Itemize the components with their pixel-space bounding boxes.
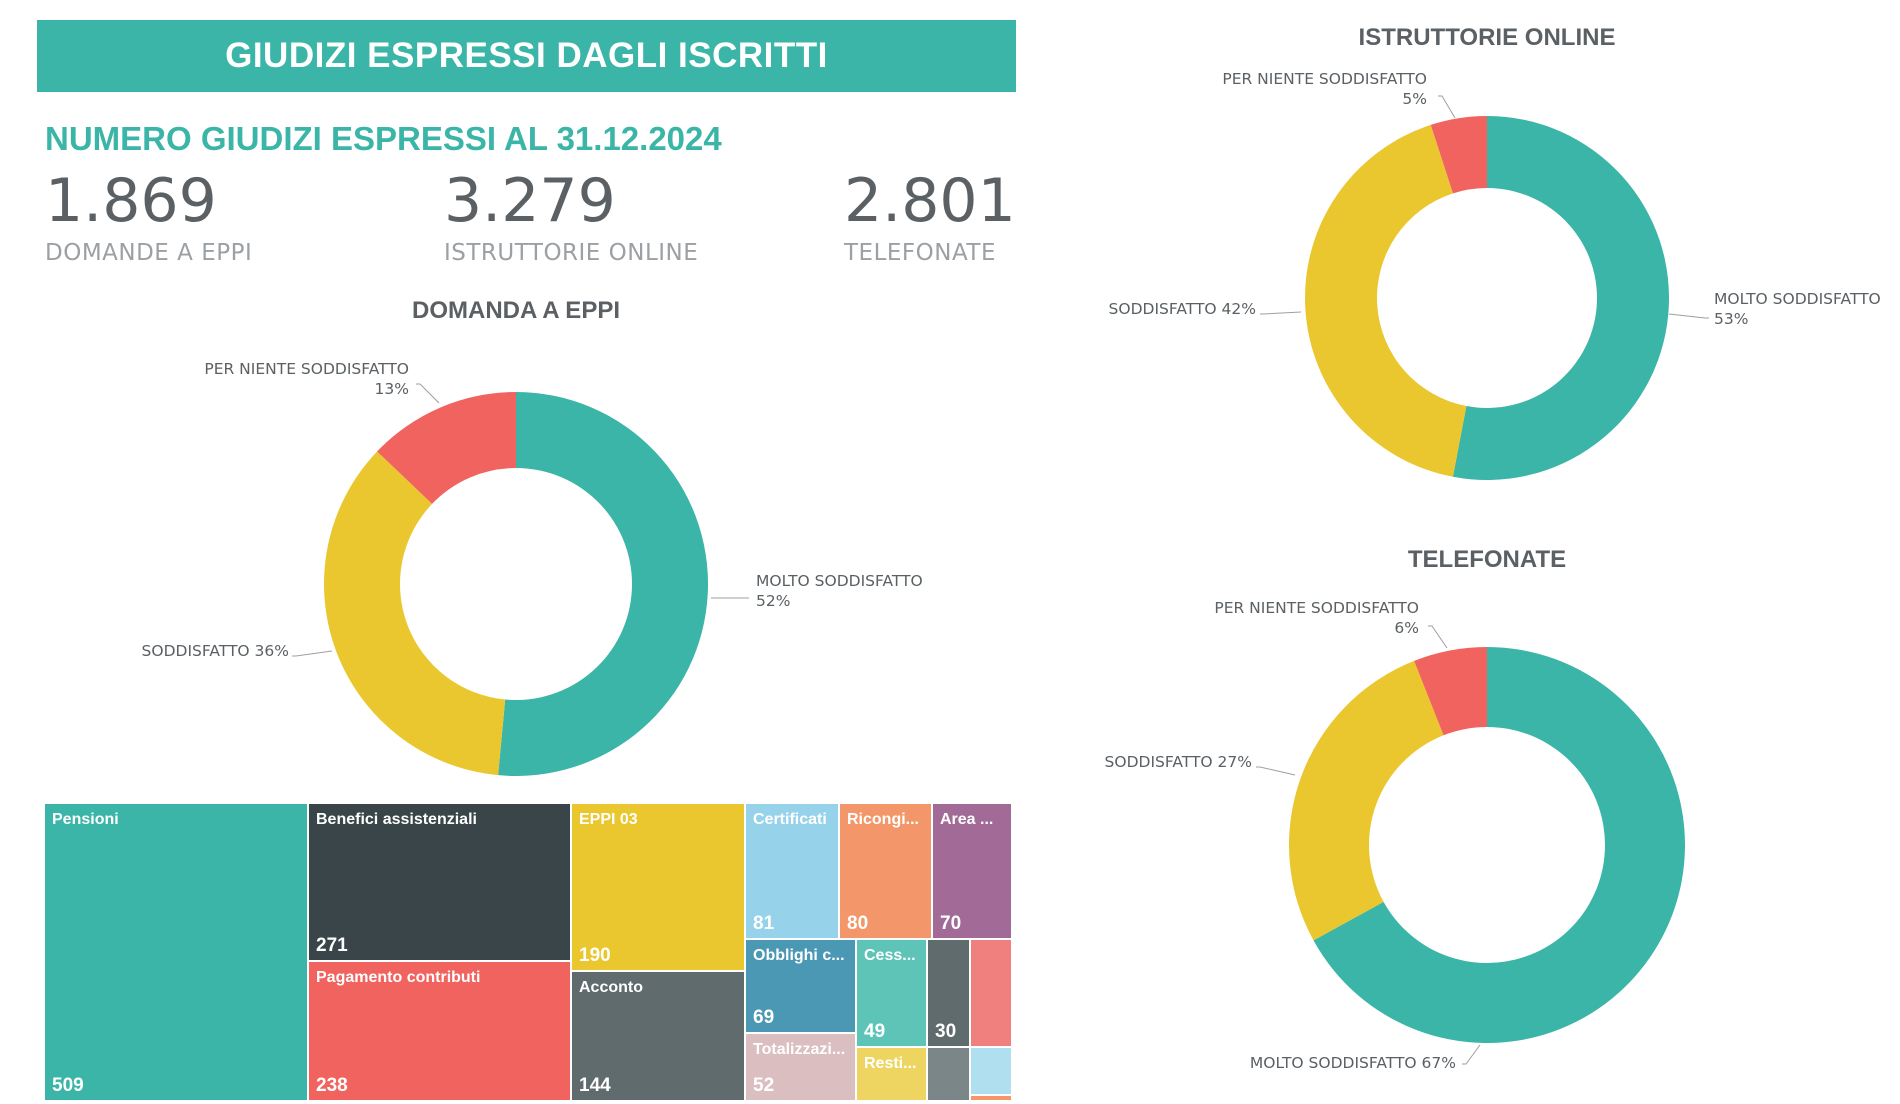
treemap-cell-value: 49 <box>864 1021 886 1042</box>
treemap-cell[interactable]: Pagamento contributi 238 <box>309 962 570 1100</box>
donut-slice-per-niente-soddisfatto[interactable] <box>1414 647 1487 736</box>
treemap-cell-label: Resti... <box>864 1055 917 1072</box>
chart-title-telefonate: TELEFONATE <box>1407 546 1567 573</box>
treemap-cell[interactable] <box>971 1096 1011 1100</box>
data-label-leader-line <box>416 383 440 404</box>
donut-slice-per-niente-soddisfatto[interactable] <box>377 392 516 504</box>
treemap-cell-label: Ricongi... <box>847 811 919 828</box>
treemap-cell-value: 271 <box>316 935 348 956</box>
treemap-cell-value: 70 <box>940 913 962 934</box>
treemap-cell-label: Pensioni <box>52 811 119 828</box>
judgments-count-heading: NUMERO GIUDIZI ESPRESSI AL 31.12.2024 <box>45 120 722 157</box>
donut-slice-soddisfatto[interactable] <box>1289 660 1444 941</box>
donut-data-label: PER NIENTE SODDISFATTO 13% <box>204 360 409 398</box>
data-label-leader-line <box>1428 625 1448 649</box>
kpi-value: 1.869 <box>45 166 217 236</box>
donut-slice-molto-soddisfatto[interactable] <box>1452 116 1669 480</box>
kpi-label: TELEFONATE <box>844 240 996 266</box>
treemap-cell-label: Obblighi c... <box>753 947 845 964</box>
kpi-label: DOMANDE A EPPI <box>45 240 253 266</box>
treemap-cell[interactable]: Area ... 70 <box>933 804 1011 938</box>
donut-data-label: PER NIENTE SODDISFATTO 5% <box>1222 70 1427 108</box>
donut-data-label: PER NIENTE SODDISFATTO 6% <box>1214 599 1419 637</box>
donut-slice-molto-soddisfatto[interactable] <box>1313 647 1686 1044</box>
treemap-cell-label: Totalizzazi... <box>753 1041 846 1058</box>
treemap-cell-label: Area ... <box>940 811 994 828</box>
donut-data-label: MOLTO SODDISFATTO 52% <box>756 572 923 610</box>
treemap-cell-value: 69 <box>753 1007 775 1028</box>
treemap-cell-label: Certificati <box>753 811 827 828</box>
data-label-leader-line <box>1260 311 1302 315</box>
dashboard-banner-title: GIUDIZI ESPRESSI DAGLI ISCRITTI <box>37 20 1016 92</box>
data-label-leader-line <box>1438 95 1456 119</box>
treemap-cell-label: Pagamento contributi <box>316 969 481 986</box>
treemap-cell[interactable]: Cess... 49 <box>857 940 926 1046</box>
donut-slice-soddisfatto[interactable] <box>324 451 506 776</box>
treemap-cell[interactable] <box>928 1048 969 1100</box>
treemap-cell-label: Acconto <box>579 979 643 996</box>
kpi-value: 2.801 <box>844 166 1016 236</box>
data-label-leader-line <box>1462 1044 1481 1065</box>
treemap-cell-value: 144 <box>579 1075 611 1096</box>
kpi-telefonate: 2.801 TELEFONATE <box>844 165 1016 267</box>
treemap-cell-label: EPPI 03 <box>579 811 638 828</box>
treemap-cell[interactable]: EPPI 03 190 <box>572 804 744 970</box>
treemap-cell[interactable]: Resti... <box>857 1048 926 1100</box>
treemap-cell-value: 238 <box>316 1075 348 1096</box>
donut-slice-molto-soddisfatto[interactable] <box>498 392 708 776</box>
donut-data-label: SODDISFATTO 42% <box>1109 300 1256 318</box>
treemap-chart: Pensioni 509 Benefici assistenziali 271 Paga… <box>45 804 1011 1100</box>
treemap-cell-value: 81 <box>753 913 775 934</box>
donut-data-label: SODDISFATTO 36% <box>142 642 289 660</box>
data-label-leader-line <box>1256 766 1296 776</box>
donut-data-label: SODDISFATTO 27% <box>1105 753 1252 771</box>
kpi-domande: 1.869 DOMANDE A EPPI <box>45 165 252 267</box>
donut-data-label: MOLTO SODDISFATTO 53% <box>1714 290 1881 328</box>
kpi-label: ISTRUTTORIE ONLINE <box>444 240 699 266</box>
treemap-cell-label: Benefici assistenziali <box>316 811 477 828</box>
treemap-cell[interactable]: Pensioni 509 <box>45 804 307 1100</box>
kpi-value: 3.279 <box>444 166 616 236</box>
treemap-cell[interactable]: Obblighi c... 69 <box>746 940 855 1032</box>
treemap-cell[interactable]: Ricongi... 80 <box>840 804 931 938</box>
treemap-cell-label: Cess... <box>864 947 916 964</box>
treemap-cell-value: 52 <box>753 1075 775 1096</box>
data-label-leader-line <box>292 650 333 657</box>
treemap-cell[interactable]: Certificati 81 <box>746 804 838 938</box>
chart-title-domanda: DOMANDA A EPPI <box>411 297 621 324</box>
treemap-cell-value: 80 <box>847 913 869 934</box>
treemap-cell[interactable]: Benefici assistenziali 271 <box>309 804 570 960</box>
donut-slice-per-niente-soddisfatto[interactable] <box>1430 116 1487 194</box>
data-label-leader-line <box>1668 313 1709 319</box>
treemap-cell-value: 190 <box>579 945 611 966</box>
treemap-cell[interactable] <box>971 1048 1011 1094</box>
donut-data-label: MOLTO SODDISFATTO 67% <box>1250 1054 1456 1072</box>
treemap-cell[interactable]: Acconto 144 <box>572 972 744 1100</box>
chart-title-istruttorie: ISTRUTTORIE ONLINE <box>1358 24 1616 51</box>
treemap-cell-value: 30 <box>935 1021 957 1042</box>
treemap-cell[interactable]: Totalizzazi... 52 <box>746 1034 855 1100</box>
donut-slice-soddisfatto[interactable] <box>1305 124 1467 477</box>
treemap-cell[interactable] <box>971 940 1011 1046</box>
kpi-istruttorie: 3.279 ISTRUTTORIE ONLINE <box>444 165 698 267</box>
treemap-cell[interactable]: 30 <box>928 940 969 1046</box>
treemap-cell-value: 509 <box>52 1075 84 1096</box>
